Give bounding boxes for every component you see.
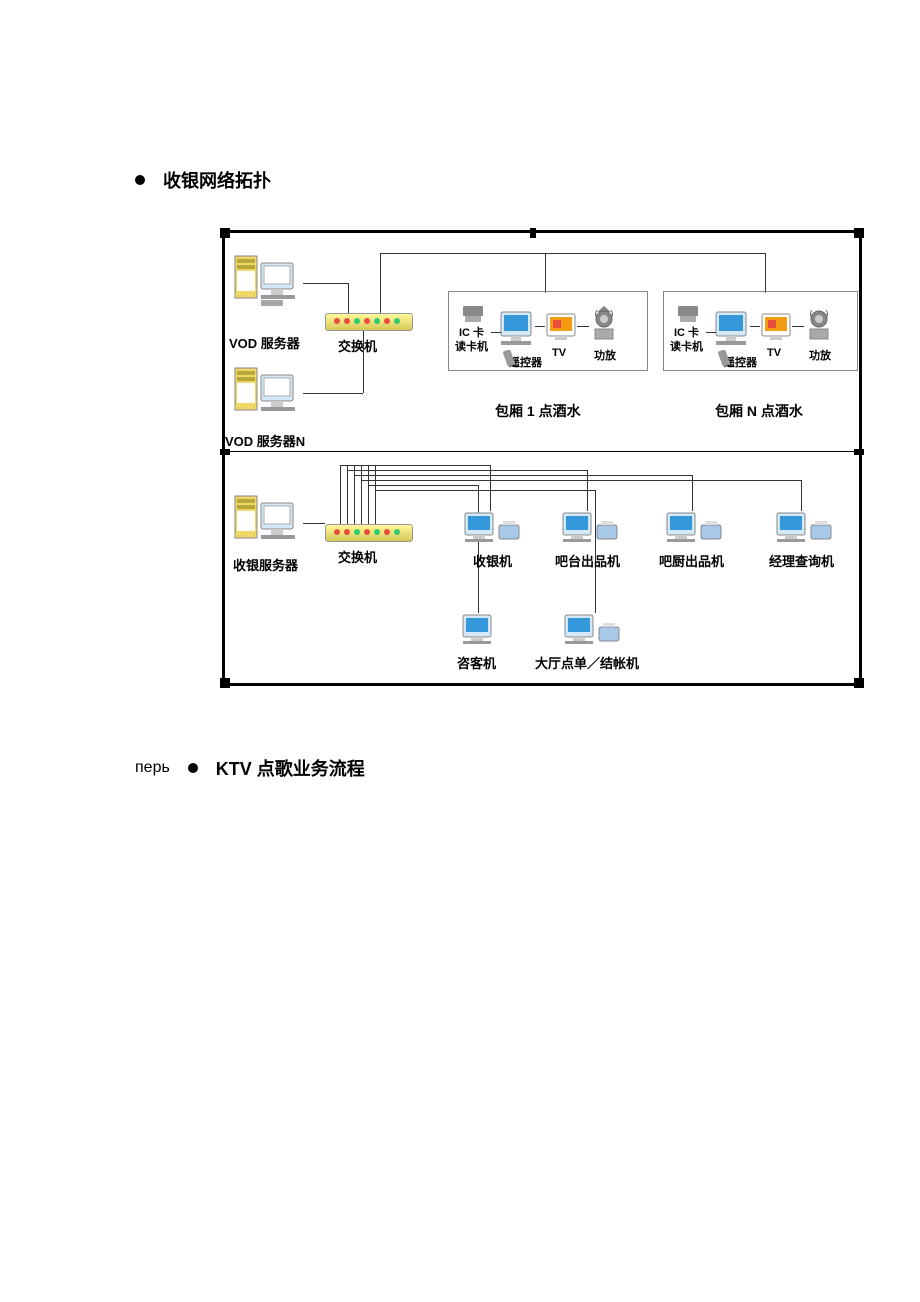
hall-order-icon [563, 613, 623, 654]
wire [347, 470, 587, 471]
card-reader-label: 读卡机 [455, 338, 488, 354]
bar-output-icon [561, 511, 621, 552]
wire [380, 253, 381, 313]
wire [340, 465, 341, 524]
vod-server-icon: ▓▓▓▓▓ [233, 251, 303, 311]
switch-icon-bottom [325, 524, 413, 542]
tv-icon [760, 312, 792, 348]
vod-server-label: VOD 服务器 [229, 333, 300, 352]
hall-order-label: 大厅点单／结帐机 [535, 653, 639, 672]
bullet-text-2: KTV 点歌业务流程 [216, 755, 365, 781]
cashier-server-icon [233, 491, 303, 551]
mid-tick [530, 228, 536, 238]
manager-query-label: 经理查询机 [769, 551, 834, 570]
cashier-label: 收银机 [473, 551, 512, 570]
amp-icon [589, 304, 619, 344]
wire [801, 480, 802, 511]
mid-tick [854, 449, 864, 455]
bullet-item-1: 收银网络拓扑 [135, 167, 271, 193]
amp-icon [804, 304, 834, 344]
bullet-dot-icon [188, 763, 198, 773]
corner-tick [854, 678, 864, 688]
switch-label-top: 交换机 [338, 336, 377, 355]
wire [375, 465, 376, 524]
wire [303, 393, 363, 394]
wire [490, 465, 491, 511]
switch-label-bottom: 交换机 [338, 547, 377, 566]
wire [380, 253, 640, 254]
wire [347, 465, 348, 524]
switch-icon-top [325, 313, 413, 331]
wire [640, 253, 765, 254]
consult-pc-icon [461, 613, 497, 654]
amp-label: 功放 [594, 347, 616, 363]
card-reader-icon [463, 306, 483, 322]
bullet-text-1: 收银网络拓扑 [163, 167, 271, 193]
tv-icon [545, 312, 577, 348]
remote-icon [503, 350, 517, 368]
room-1-box: IC 卡 读卡机 遥控器 TV [448, 291, 648, 371]
cashier-pc-icon [463, 511, 523, 552]
cashier-server-label: 收银服务器 [233, 555, 298, 574]
vod-server-n-label: VOD 服务器N [225, 431, 305, 450]
wire [303, 283, 348, 284]
remote-icon [718, 350, 732, 368]
manager-query-icon [775, 511, 835, 552]
wire [587, 470, 588, 511]
wire [361, 480, 801, 481]
wire [354, 465, 355, 524]
room-1-title: 包厢 1 点酒水 [495, 401, 581, 421]
bullet-dot-icon [135, 175, 145, 185]
wire [361, 465, 362, 524]
card-reader-label-n: 读卡机 [670, 338, 703, 354]
pc-icon [499, 310, 535, 350]
corner-tick [854, 228, 864, 238]
kitchen-output-label: 吧厨出品机 [659, 551, 724, 570]
wire [765, 253, 766, 293]
wire [354, 475, 692, 476]
bullet-item-2: перь KTV 点歌业务流程 [135, 755, 365, 781]
wire [375, 490, 595, 491]
wire [363, 331, 364, 393]
bar-output-label: 吧台出品机 [555, 551, 620, 570]
corner-tick [220, 678, 230, 688]
wire [303, 523, 325, 524]
wire [368, 485, 478, 486]
wire [340, 465, 490, 466]
room-n-box: IC 卡 读卡机 遥控器 TV 功放 [663, 291, 858, 371]
svg-text:▓▓▓▓▓: ▓▓▓▓▓ [261, 300, 283, 306]
pc-icon [714, 310, 750, 350]
divider-line [225, 451, 859, 452]
vod-server-n-icon [233, 363, 303, 423]
wire [368, 465, 369, 524]
wire [692, 475, 693, 511]
amp-label-n: 功放 [809, 347, 831, 363]
network-topology-diagram: ▓▓▓▓▓ VOD 服务器 VOD 服务器N 交换机 [222, 230, 862, 686]
corner-tick [220, 228, 230, 238]
room-n-title: 包厢 N 点酒水 [715, 401, 803, 421]
consult-label: 咨客机 [457, 653, 496, 672]
card-reader-icon [678, 306, 698, 322]
wire [545, 253, 546, 293]
tv-label: TV [552, 347, 566, 359]
kitchen-output-icon [665, 511, 725, 552]
wire [348, 283, 349, 313]
tv-label-n: TV [767, 347, 781, 359]
